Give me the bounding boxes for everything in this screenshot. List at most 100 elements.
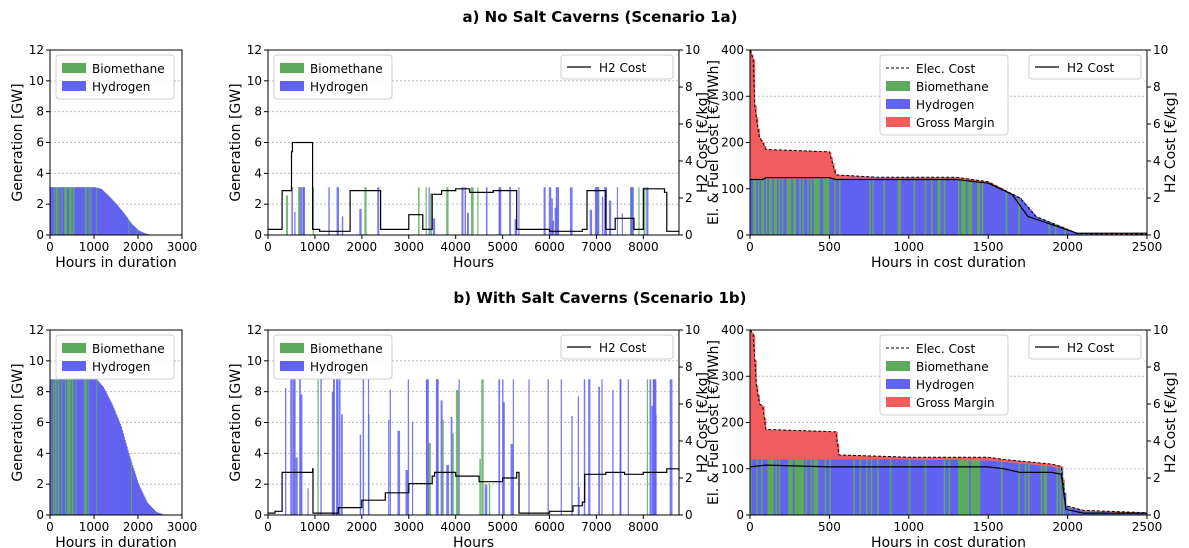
hydrogen-bar [70,379,73,515]
hydrogen-bar [612,390,614,515]
hydrogen-bar [75,187,77,235]
gross-margin-area [883,456,886,460]
hydrogen-area [783,178,786,235]
x-tick-label: 4000 [440,520,471,534]
legend-label: Elec. Cost [916,62,975,76]
hydrogen-area [854,178,857,235]
x-tick-label: 7000 [581,240,612,254]
biomethane-bar [84,379,87,515]
gross-margin-area [1053,464,1056,467]
x-tick-label: 8000 [628,240,659,254]
gross-margin-area [857,176,860,179]
gross-margin-area [894,177,897,179]
gross-margin-area [807,430,810,460]
hydrogen-bar [122,212,124,235]
biomethane-area [778,178,781,235]
hydrogen-area [830,459,833,515]
gross-margin-area [875,456,878,460]
x-tick-label: 2000 [347,240,378,254]
gross-margin-area [888,177,891,179]
hydrogen-area [1075,232,1078,235]
gross-margin-area [962,457,965,461]
biomethane-bar [638,187,640,235]
legend: Elec. Cost Biomethane Hydrogen Gross Margin… [879,54,1142,136]
biomethane-bar [54,379,57,515]
biomethane-bar [71,379,73,515]
hydrogen-bar [76,379,78,515]
gross-margin-area [878,456,881,460]
legend-label: Gross Margin [916,396,995,410]
x-tick-label: 2500 [1132,520,1163,534]
hydrogen-bar [512,379,514,515]
biomethane-bar [58,187,60,235]
biomethane-bar [61,379,63,515]
biomethane-area [1005,191,1008,235]
hydrogen-bar [458,379,460,515]
gross-margin-area [924,457,927,460]
gross-margin-area [856,455,859,460]
gross-margin-area [786,430,789,460]
hydrogen-bar [105,392,107,515]
hydrogen-bar [119,424,122,515]
hydrogen-bar [551,220,554,235]
gross-margin-area [851,175,854,179]
hydrogen-area [803,178,806,235]
hydrogen-area [923,459,926,515]
hydrogen-area [969,460,972,515]
gross-margin-area [1104,511,1107,513]
biomethane-area [958,178,961,235]
hydrogen-bar [119,208,122,235]
gross-margin-area [802,430,805,460]
gross-margin-area [810,430,813,460]
biomethane-area [827,178,830,235]
hydrogen-area [873,178,876,235]
gross-margin-area [927,457,930,460]
hydrogen-area [1035,216,1038,235]
hydrogen-bar [100,189,103,235]
y-tick-label: 8 [36,385,44,399]
hydrogen-area [878,178,881,235]
hydrogen-bar [583,379,586,515]
biomethane-area [965,460,968,515]
hydrogen-bar [95,187,97,235]
gross-margin-area [813,151,816,179]
biomethane-area [943,459,946,515]
y2-tick-label: 10 [685,323,700,337]
gross-margin-area [1043,463,1046,466]
hydrogen-area [1091,233,1094,235]
hydrogen-bar [81,187,83,235]
y-tick-label: 4 [36,166,44,180]
x-tick-label: 3000 [393,520,424,534]
hydrogen-bar [114,410,116,515]
legend-swatch [280,81,304,91]
biomethane-area [769,178,772,235]
biomethane-area [791,459,794,515]
hydrogen-area [800,178,803,235]
biomethane-bar [286,195,288,235]
biomethane-area [775,459,778,515]
plot-1b-cost-duration: 0 500 1000 1500 2000 250001002003004000246810… [706,323,1179,548]
hydrogen-bar [299,187,302,235]
gross-margin-area [799,150,802,179]
hydrogen-bar [104,192,106,235]
x-tick-label: 2500 [1132,240,1163,254]
hydrogen-area [956,178,959,235]
legend: Biomethane Hydrogen [55,334,175,380]
hydrogen-bar [50,187,52,235]
x-tick-label: 6000 [534,240,565,254]
hydrogen-bar [60,187,62,235]
hydrogen-bar [120,209,123,235]
hydrogen-bar [359,434,362,515]
gross-margin-area [972,457,975,461]
gross-margin-area [934,177,937,179]
gross-margin-area [907,177,910,179]
biomethane-area [931,178,934,235]
gross-margin-area [886,177,889,179]
hydrogen-area [921,459,924,515]
biomethane-area [924,178,927,235]
hydrogen-bar [146,233,148,235]
hydrogen-bar [142,493,144,515]
gross-margin-area [775,149,778,179]
hydrogen-area [907,459,910,515]
